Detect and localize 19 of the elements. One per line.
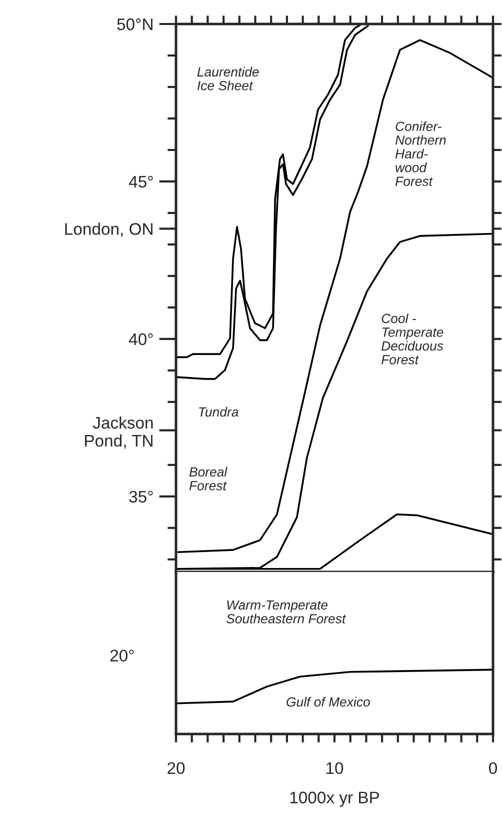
annotation: Conifer- Northern Hard- wood Forest — [395, 121, 446, 186]
y-tick-label: Jackson Pond, TN — [85, 416, 153, 449]
x-tick-label: 20 — [168, 762, 185, 774]
text: 20° — [110, 650, 134, 662]
y-tick-label: 35° — [129, 490, 153, 503]
annotation: Gulf of Mexico — [286, 696, 370, 707]
y-tick-label: 45° — [128, 176, 153, 188]
y-tick-label: 50°N — [117, 18, 152, 30]
text: Warm-Temperate Southeastern Forest — [226, 600, 346, 624]
annotation: Laurentide Ice Sheet — [197, 66, 259, 90]
annotation: Cool - Temperate Deciduous Forest — [382, 313, 444, 364]
x-tick-label: 10 — [326, 762, 344, 774]
line-series — [177, 39, 494, 554]
y-tick-label: London, ON — [65, 222, 152, 237]
annotation: Tundra — [199, 406, 238, 417]
y-tick-label: 40° — [128, 333, 153, 346]
annotation: Boreal Forest — [189, 466, 228, 490]
x-axis-title: 1000x yr BP — [290, 792, 380, 807]
x-tick-label: 0 — [489, 762, 497, 774]
